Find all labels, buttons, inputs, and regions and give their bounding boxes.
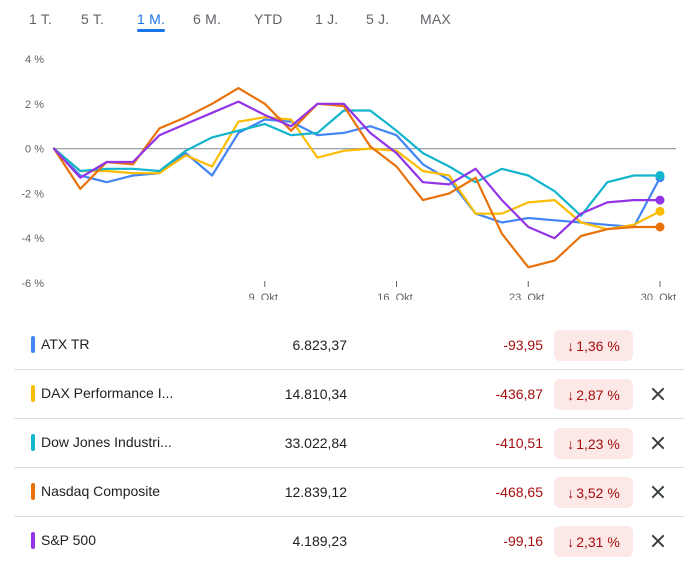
x-tick-label: 9. Okt. xyxy=(249,292,281,300)
close-icon[interactable] xyxy=(646,480,670,504)
instrument-price: 12.839,12 xyxy=(284,484,347,500)
close-icon[interactable] xyxy=(646,431,670,455)
list-item[interactable]: DAX Performance I... 14.810,34 -436,87 ↓… xyxy=(14,370,684,419)
x-tick-label: 16. Okt. xyxy=(377,292,416,300)
percent-change-badge: ↓ 3,52 % xyxy=(554,477,633,508)
series-end-point xyxy=(655,170,665,180)
series-end-point xyxy=(655,195,665,205)
instrument-name: S&P 500 xyxy=(41,532,97,548)
instrument-name: DAX Performance I... xyxy=(41,385,174,401)
instrument-change: -99,16 xyxy=(503,533,543,549)
arrow-down-icon: ↓ xyxy=(567,533,575,550)
percent-change-value: 3,52 % xyxy=(576,484,620,501)
series-line xyxy=(52,86,662,269)
tab-1-day[interactable]: 1 T. xyxy=(29,11,53,27)
y-tick-label: -4 % xyxy=(21,233,44,245)
comparison-list: ATX TR 6.823,37 -93,95 ↓ 1,36 % DAX Perf… xyxy=(14,321,684,566)
tab-ytd[interactable]: YTD xyxy=(254,11,283,27)
close-icon[interactable] xyxy=(646,382,670,406)
list-item[interactable]: Nasdaq Composite 12.839,12 -468,65 ↓ 3,5… xyxy=(14,468,684,517)
instrument-change: -468,65 xyxy=(495,484,543,500)
x-tick-label: 23. Okt. xyxy=(509,292,548,300)
series-line xyxy=(52,100,662,240)
series-color-swatch xyxy=(31,483,35,500)
instrument-change: -410,51 xyxy=(495,435,543,451)
instrument-price: 33.022,84 xyxy=(284,435,347,451)
y-tick-label: 2 % xyxy=(25,99,44,111)
series-color-swatch xyxy=(31,385,35,402)
instrument-price: 4.189,23 xyxy=(292,533,348,549)
tab-5-years[interactable]: 5 J. xyxy=(366,11,390,27)
series-end-point xyxy=(655,222,665,232)
series-color-swatch xyxy=(31,434,35,451)
percent-change-value: 1,23 % xyxy=(576,435,620,452)
percent-change-value: 2,31 % xyxy=(576,533,620,550)
arrow-down-icon: ↓ xyxy=(567,484,575,501)
list-item[interactable]: Dow Jones Industri... 33.022,84 -410,51 … xyxy=(14,419,684,468)
percent-change-badge: ↓ 2,31 % xyxy=(554,526,633,557)
instrument-change: -93,95 xyxy=(503,337,543,353)
y-tick-label: -6 % xyxy=(21,278,44,290)
tab-6-months[interactable]: 6 M. xyxy=(193,11,222,27)
series-line xyxy=(52,116,662,231)
arrow-down-icon: ↓ xyxy=(567,386,575,403)
tab-5-days[interactable]: 5 T. xyxy=(81,11,105,27)
percent-change-value: 2,87 % xyxy=(576,386,620,403)
instrument-name: ATX TR xyxy=(41,336,90,352)
instrument-price: 6.823,37 xyxy=(292,337,348,353)
instrument-name: Nasdaq Composite xyxy=(41,483,161,499)
range-tabs: 1 T. 5 T. 1 M. 6 M. YTD 1 J. 5 J. MAX xyxy=(0,0,686,36)
series-end-point xyxy=(655,206,665,216)
close-icon[interactable] xyxy=(646,529,670,553)
percent-change-value: 1,36 % xyxy=(576,337,620,354)
arrow-down-icon: ↓ xyxy=(567,435,575,452)
list-item[interactable]: S&P 500 4.189,23 -99,16 ↓ 2,31 % xyxy=(14,517,684,566)
y-tick-label: -2 % xyxy=(21,188,44,200)
instrument-change: -436,87 xyxy=(495,386,543,402)
percent-change-badge: ↓ 2,87 % xyxy=(554,379,633,410)
comparison-line-chart: 4 % 2 % 0 % -2 % -4 % -6 % 9. Okt. 16. Okt. 23. … xyxy=(21,54,680,300)
arrow-down-icon: ↓ xyxy=(567,337,575,354)
instrument-price: 14.810,34 xyxy=(284,386,347,402)
y-tick-label: 4 % xyxy=(25,54,44,66)
y-tick-label: 0 % xyxy=(25,144,44,156)
list-item[interactable]: ATX TR 6.823,37 -93,95 ↓ 1,36 % xyxy=(14,321,684,370)
series-color-swatch xyxy=(31,336,35,353)
tab-1-month[interactable]: 1 M. xyxy=(137,11,166,32)
series-line xyxy=(52,109,662,217)
series-color-swatch xyxy=(31,532,35,549)
percent-change-badge: ↓ 1,23 % xyxy=(554,428,633,459)
instrument-name: Dow Jones Industri... xyxy=(41,434,172,450)
x-tick-label: 30. Okt. xyxy=(641,292,680,300)
tab-max[interactable]: MAX xyxy=(420,11,451,27)
tab-1-year[interactable]: 1 J. xyxy=(315,11,339,27)
percent-change-badge: ↓ 1,36 % xyxy=(554,330,633,361)
